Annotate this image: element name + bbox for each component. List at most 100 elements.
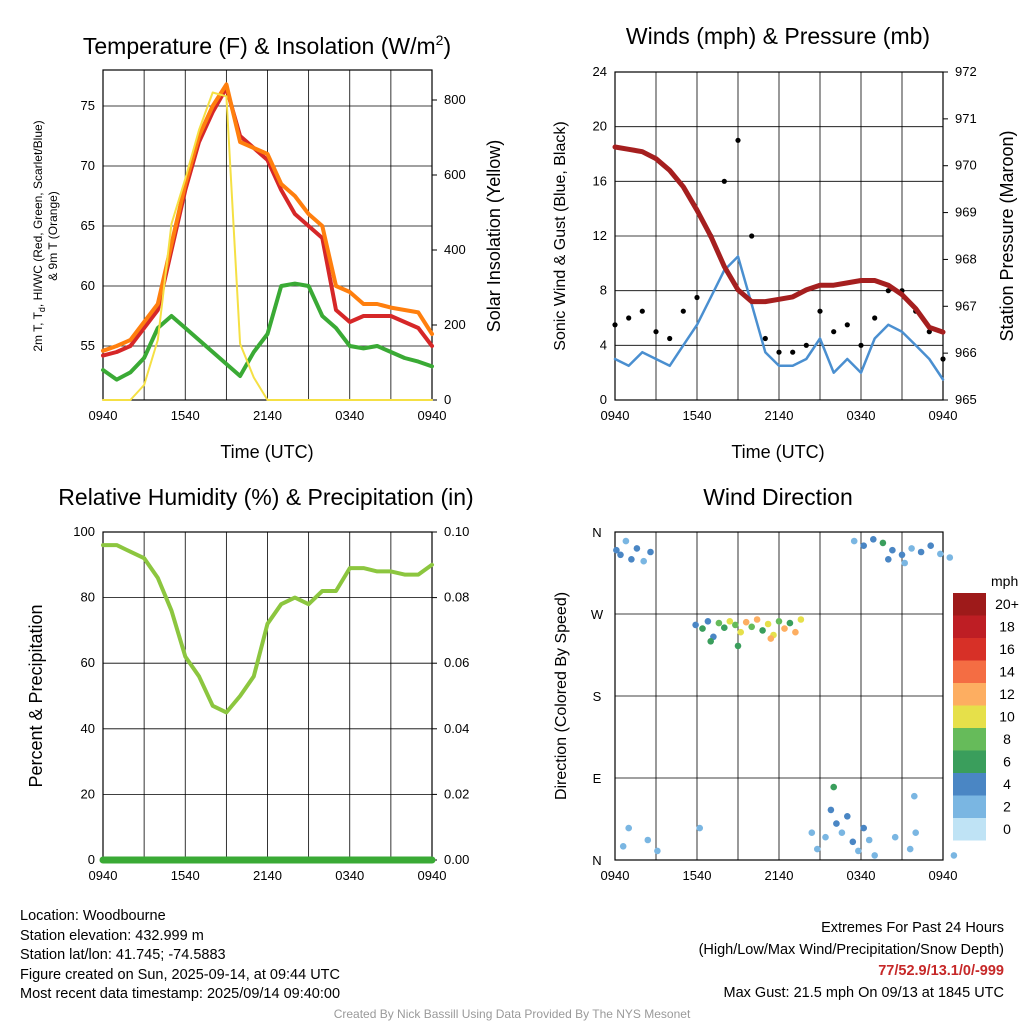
- direction-point: [838, 829, 846, 836]
- direction-point: [850, 537, 858, 545]
- direction-point: [654, 847, 661, 855]
- direction-point: [950, 852, 958, 859]
- direction-point: [906, 845, 914, 853]
- gust-point: [885, 288, 891, 294]
- gust-point: [776, 349, 782, 355]
- y2-tick-label: 600: [444, 167, 466, 182]
- y-tick-label: 55: [81, 338, 95, 353]
- direction-point: [786, 619, 794, 627]
- direction-point: [908, 545, 915, 552]
- y-tick-label: 65: [81, 218, 95, 233]
- direction-point: [855, 847, 862, 855]
- y2-tick-label: 0.10: [444, 524, 469, 539]
- legend-swatch: [953, 683, 986, 706]
- direction-point: [622, 537, 630, 545]
- y2-tick-label: 0.06: [444, 655, 469, 670]
- direction-point: [613, 546, 620, 554]
- direction-point: [767, 635, 775, 642]
- direction-point: [764, 620, 772, 628]
- legend-label: 10: [999, 709, 1015, 725]
- winds-plot: 0940 1540 2140 0340 094004812162024965966967…: [593, 64, 977, 423]
- figure-created: Figure created on Sun, 2025-09-14, at 09…: [20, 966, 340, 983]
- legend-swatch: [953, 728, 986, 751]
- gust-point: [940, 356, 946, 362]
- direction-tick-label: W: [591, 607, 604, 622]
- x-tick-label: 1540: [171, 408, 200, 423]
- direction-point: [726, 618, 734, 625]
- humidity-line: [101, 543, 434, 715]
- direction-point: [822, 833, 829, 841]
- direction-point: [759, 627, 766, 634]
- legend-label: 18: [999, 619, 1015, 635]
- x-tick-label: 2140: [253, 408, 282, 423]
- legend-label: 2: [1003, 799, 1011, 815]
- extremes-title: Extremes For Past 24 Hours: [821, 920, 1004, 936]
- x-tick-label: 0940: [601, 408, 630, 423]
- y2-tick-label: 0.02: [444, 786, 469, 801]
- wind-speed-legend: 20+ 18 16 14 12 10 8 6 4 2 0: [953, 593, 1019, 841]
- y-tick-label: 20: [81, 786, 95, 801]
- legend-label: 8: [1003, 731, 1011, 747]
- legend-label: 0: [1003, 821, 1011, 837]
- y-tick-label: 60: [81, 655, 95, 670]
- insolation-line: [102, 91, 433, 401]
- y-tick-label: 75: [81, 98, 95, 113]
- dewpoint-line: [101, 281, 434, 382]
- x-tick-label: 2140: [253, 868, 282, 883]
- y2-tick-label: 971: [955, 111, 977, 126]
- y-tick-label: 0: [88, 852, 95, 867]
- gust-point: [844, 322, 850, 328]
- gust-point: [872, 315, 878, 321]
- direction-point: [879, 539, 887, 547]
- direction-point: [748, 623, 755, 631]
- direction-ylabel-left: Direction (Colored By Speed): [553, 592, 570, 800]
- wind-speed-line: [613, 255, 945, 381]
- direction-point: [640, 557, 647, 565]
- y2-tick-label: 972: [955, 64, 977, 79]
- legend-swatch: [953, 750, 986, 773]
- direction-point: [792, 628, 799, 636]
- direction-point: [633, 545, 641, 552]
- direction-point: [737, 628, 744, 636]
- direction-point: [865, 836, 873, 844]
- legend-swatch: [953, 773, 986, 796]
- y-tick-label: 40: [81, 721, 95, 736]
- winds-xlabel: Time (UTC): [731, 442, 824, 462]
- direction-point: [833, 820, 840, 827]
- legend-label: 6: [1003, 754, 1011, 770]
- direction-point: [937, 550, 944, 558]
- direction-tick-label: N: [592, 525, 601, 540]
- gust-point: [626, 315, 632, 321]
- temperature-plot: 0940 1540 2140 0340 0940 55 60 65 70 75 0 200 400 600…: [81, 69, 466, 423]
- y-tick-label: 24: [593, 64, 607, 79]
- direction-point: [797, 616, 805, 623]
- direction-point: [808, 829, 816, 836]
- direction-point: [704, 618, 712, 625]
- legend-label: 14: [999, 664, 1015, 680]
- temperature-line: [101, 86, 434, 358]
- y-tick-label: 70: [81, 158, 95, 173]
- direction-point: [912, 829, 919, 836]
- extremes-legend: (High/Low/Max Wind/Precipitation/Snow De…: [698, 941, 1004, 958]
- direction-point: [927, 542, 934, 549]
- direction-point: [901, 559, 908, 567]
- gust-point: [694, 294, 700, 301]
- winds-title: Winds (mph) & Pressure (mb): [626, 23, 930, 49]
- winds-ylabel-left: Sonic Wind & Gust (Blue, Black): [552, 121, 569, 350]
- direction-point: [917, 548, 925, 556]
- x-tick-label: 0940: [929, 408, 958, 423]
- direction-point: [707, 638, 714, 645]
- legend-swatch: [953, 818, 986, 841]
- x-tick-label: 1540: [683, 408, 712, 423]
- x-tick-label: 0340: [847, 868, 876, 883]
- legend-swatch: [953, 593, 986, 616]
- y-tick-label: 4: [600, 337, 607, 352]
- direction-point: [692, 621, 699, 629]
- gust-point: [749, 233, 755, 239]
- direction-title: Wind Direction: [703, 484, 853, 510]
- direction-point: [619, 843, 627, 850]
- temp-9m-line: [101, 82, 434, 353]
- legend-swatch: [953, 660, 986, 683]
- gust-point: [667, 335, 673, 342]
